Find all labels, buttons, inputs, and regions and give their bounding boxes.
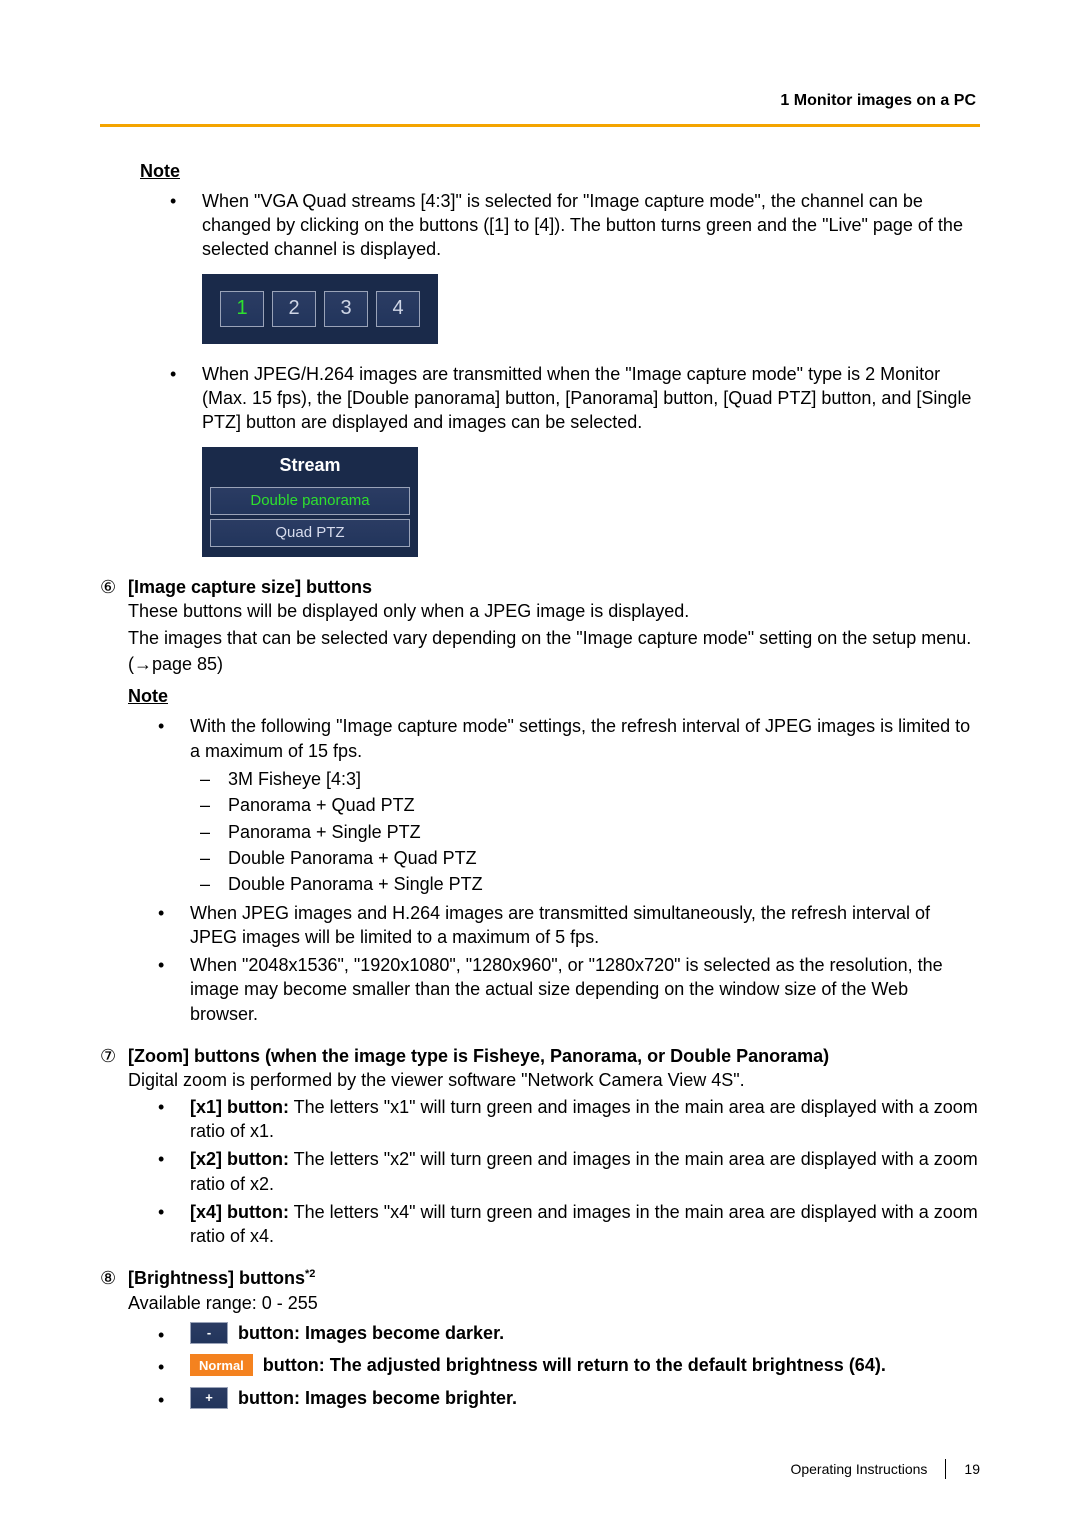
channel-button-2[interactable]: 2 [272, 291, 316, 327]
header-rule [100, 124, 980, 127]
zoom-text: The letters "x2" will turn green and ima… [190, 1149, 978, 1193]
brightness-item-minus: - button: Images become darker. [128, 1321, 980, 1345]
section-7-title: [Zoom] buttons (when the image type is F… [128, 1044, 980, 1068]
mode-item: Panorama + Quad PTZ [190, 793, 980, 817]
channel-button-4[interactable]: 4 [376, 291, 420, 327]
note-bullet: When JPEG/H.264 images are transmitted w… [140, 362, 980, 435]
mode-item: 3M Fisheye [4:3] [190, 767, 980, 791]
brightness-plus-button[interactable]: + [190, 1387, 228, 1409]
chapter-header: 1 Monitor images on a PC [100, 90, 980, 112]
stream-panel-figure: Stream Double panorama Quad PTZ [202, 447, 418, 557]
section-marker-7: ⑦ [100, 1044, 128, 1068]
stream-button-label: Double panorama [250, 491, 369, 511]
section-6-text: These buttons will be displayed only whe… [128, 599, 980, 623]
brightness-text: button: The adjusted brightness will ret… [263, 1355, 886, 1375]
note-bullet: When "VGA Quad streams [4:3]" is selecte… [140, 189, 980, 262]
mode-item: Panorama + Single PTZ [190, 820, 980, 844]
stream-button-double-panorama[interactable]: Double panorama [210, 487, 410, 515]
note-heading: Note [140, 159, 980, 183]
brightness-text: button: Images become brighter. [238, 1388, 517, 1408]
section-marker-6: ⑥ [100, 575, 128, 599]
section-6-text: (→page 85) [128, 652, 980, 676]
zoom-item-x2: [x2] button: The letters "x2" will turn … [128, 1147, 980, 1196]
stream-button-quad-ptz[interactable]: Quad PTZ [210, 519, 410, 547]
mode-item: Double Panorama + Quad PTZ [190, 846, 980, 870]
zoom-label: [x2] button: [190, 1149, 289, 1169]
footer-divider [945, 1459, 946, 1479]
section-6-title: [Image capture size] buttons [128, 575, 980, 599]
brightness-minus-button[interactable]: - [190, 1322, 228, 1344]
section-8-text: Available range: 0 - 255 [128, 1291, 980, 1315]
section-marker-8: ⑧ [100, 1266, 128, 1290]
brightness-normal-button[interactable]: Normal [190, 1354, 253, 1376]
brightness-text: button: Images become darker. [238, 1323, 504, 1343]
section-6-text: The images that can be selected vary dep… [128, 626, 980, 650]
note-bullet-text: With the following "Image capture mode" … [190, 716, 970, 760]
section-8-title-sup: *2 [305, 1268, 315, 1280]
channel-button-3[interactable]: 3 [324, 291, 368, 327]
zoom-item-x1: [x1] button: The letters "x1" will turn … [128, 1095, 980, 1144]
mode-item: Double Panorama + Single PTZ [190, 872, 980, 896]
brightness-item-plus: + button: Images become brighter. [128, 1386, 980, 1410]
brightness-item-normal: Normal button: The adjusted brightness w… [128, 1353, 980, 1377]
page-footer: Operating Instructions 19 [790, 1459, 980, 1479]
zoom-item-x4: [x4] button: The letters "x4" will turn … [128, 1200, 980, 1249]
section-8-title-text: [Brightness] buttons [128, 1268, 305, 1288]
section-8-title: [Brightness] buttons*2 [128, 1266, 980, 1290]
section-7-text: Digital zoom is performed by the viewer … [128, 1068, 980, 1092]
stream-panel-title: Stream [202, 447, 418, 483]
zoom-label: [x1] button: [190, 1097, 289, 1117]
note-heading: Note [128, 684, 980, 708]
footer-page-number: 19 [964, 1460, 980, 1479]
note-bullet: With the following "Image capture mode" … [128, 714, 980, 896]
channel-buttons-figure: 1 2 3 4 [202, 274, 438, 344]
zoom-text: The letters "x4" will turn green and ima… [190, 1202, 978, 1246]
zoom-label: [x4] button: [190, 1202, 289, 1222]
note-bullet: When JPEG images and H.264 images are tr… [128, 901, 980, 950]
note-bullet: When "2048x1536", "1920x1080", "1280x960… [128, 953, 980, 1026]
stream-button-label: Quad PTZ [275, 523, 344, 543]
zoom-text: The letters "x1" will turn green and ima… [190, 1097, 978, 1141]
footer-doc-title: Operating Instructions [790, 1460, 927, 1479]
channel-button-1[interactable]: 1 [220, 291, 264, 327]
